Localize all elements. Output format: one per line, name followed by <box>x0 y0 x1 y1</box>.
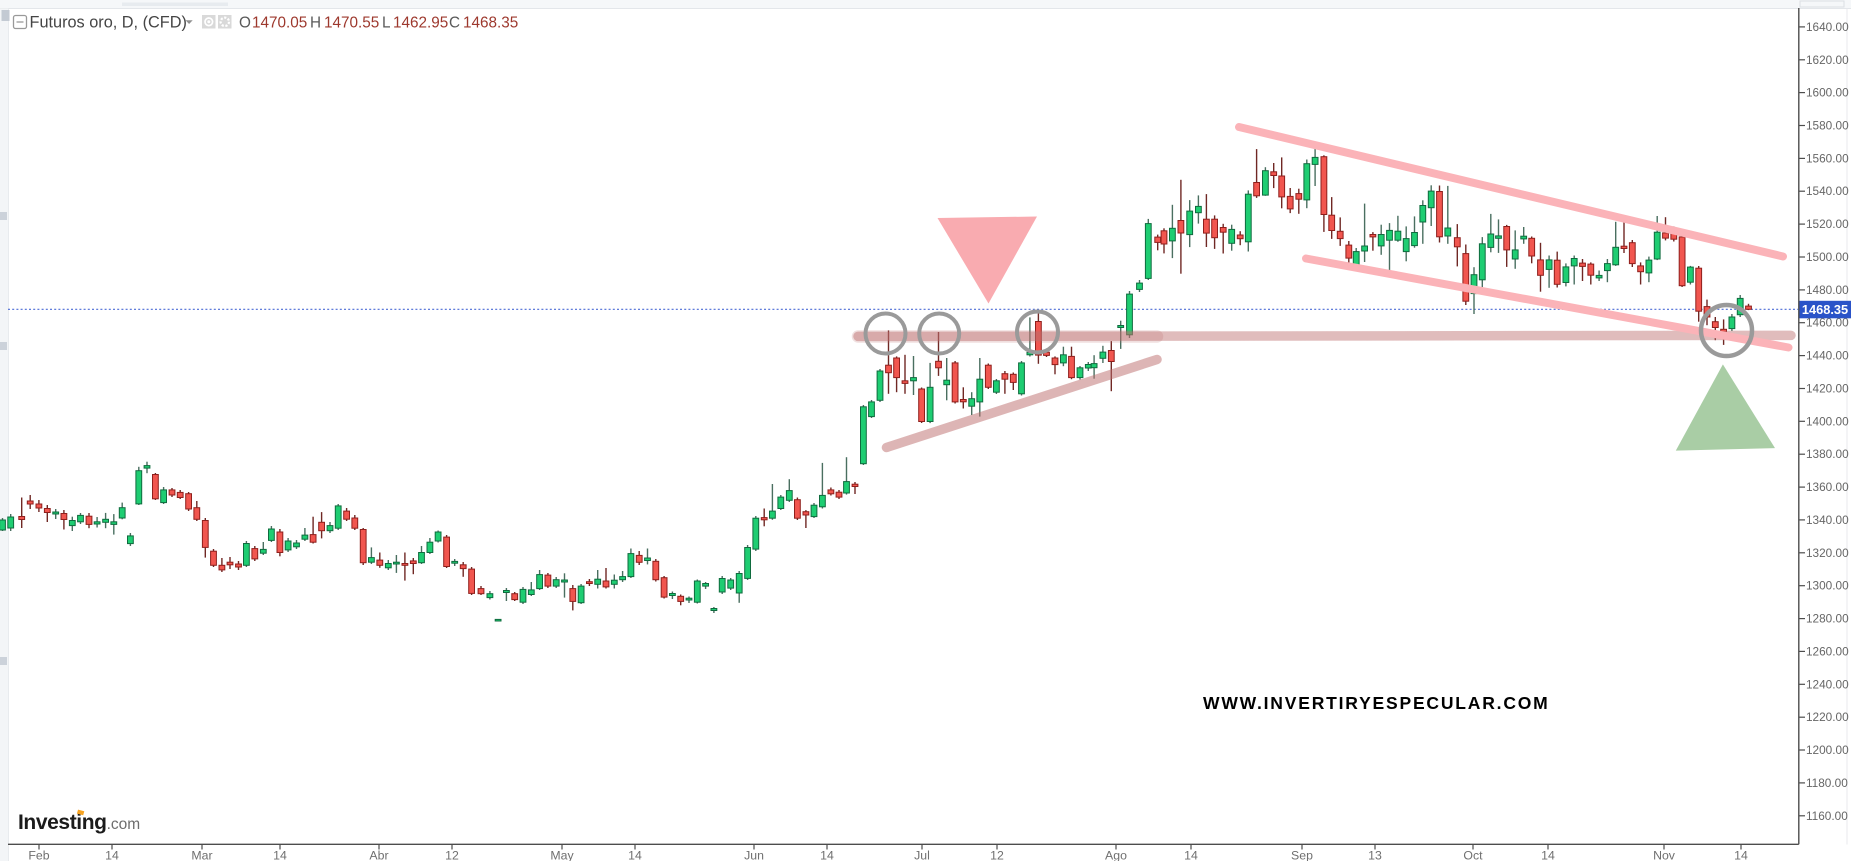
svg-text:14: 14 <box>1184 849 1198 862</box>
svg-text:1340.00: 1340.00 <box>1806 513 1849 527</box>
svg-text:1260.00: 1260.00 <box>1806 644 1849 658</box>
svg-text:1600.00: 1600.00 <box>1806 86 1849 100</box>
svg-text:12: 12 <box>445 849 459 862</box>
svg-text:1560.00: 1560.00 <box>1806 151 1849 165</box>
svg-text:1360.00: 1360.00 <box>1806 480 1849 494</box>
svg-text:1470.55: 1470.55 <box>324 15 379 32</box>
svg-text:14: 14 <box>1734 849 1748 862</box>
svg-text:1180.00: 1180.00 <box>1806 776 1848 790</box>
svg-text:Oct: Oct <box>1463 849 1483 862</box>
svg-text:1468.35: 1468.35 <box>463 15 518 32</box>
svg-text:Jul: Jul <box>914 849 930 862</box>
svg-text:1200.00: 1200.00 <box>1806 743 1849 757</box>
svg-text:1220.00: 1220.00 <box>1806 710 1849 724</box>
svg-text:14: 14 <box>1541 849 1555 862</box>
svg-text:1620.00: 1620.00 <box>1806 53 1849 67</box>
svg-text:Feb: Feb <box>28 849 49 862</box>
svg-text:Ago: Ago <box>1105 849 1127 862</box>
svg-text:WWW.INVERTIRYESPECULAR.COM: WWW.INVERTIRYESPECULAR.COM <box>1203 693 1550 713</box>
svg-text:1462.95: 1462.95 <box>393 15 448 32</box>
svg-text:L: L <box>382 15 391 32</box>
svg-text:1540.00: 1540.00 <box>1806 184 1849 198</box>
svg-text:1400.00: 1400.00 <box>1806 414 1849 428</box>
svg-text:Jun: Jun <box>744 849 764 862</box>
svg-text:1420.00: 1420.00 <box>1806 382 1849 396</box>
svg-text:1300.00: 1300.00 <box>1806 579 1849 593</box>
svg-text:C: C <box>449 15 460 32</box>
svg-text:1640.00: 1640.00 <box>1806 20 1849 34</box>
svg-text:1500.00: 1500.00 <box>1806 250 1849 264</box>
svg-text:1320.00: 1320.00 <box>1806 546 1849 560</box>
svg-text:Abr: Abr <box>369 849 388 862</box>
svg-text:1470.05: 1470.05 <box>252 15 307 32</box>
svg-text:1580.00: 1580.00 <box>1806 119 1849 133</box>
svg-text:1160.00: 1160.00 <box>1806 809 1848 823</box>
svg-text:1440.00: 1440.00 <box>1806 349 1849 363</box>
svg-text:1520.00: 1520.00 <box>1806 217 1849 231</box>
svg-text:1280.00: 1280.00 <box>1806 612 1849 626</box>
svg-text:14: 14 <box>273 849 287 862</box>
svg-text:1240.00: 1240.00 <box>1806 677 1849 691</box>
svg-text:Sep: Sep <box>1291 849 1313 862</box>
svg-text:1380.00: 1380.00 <box>1806 447 1849 461</box>
svg-text:14: 14 <box>820 849 834 862</box>
svg-text:Nov: Nov <box>1653 849 1676 862</box>
svg-text:14: 14 <box>105 849 119 862</box>
svg-text:13: 13 <box>1368 849 1382 862</box>
svg-text:Futuros oro, D, (CFD): Futuros oro, D, (CFD) <box>30 14 187 32</box>
svg-text:May: May <box>550 849 574 862</box>
svg-text:Mar: Mar <box>191 849 212 862</box>
svg-text:H: H <box>310 15 321 32</box>
svg-text:14: 14 <box>628 849 642 862</box>
svg-text:1468.35: 1468.35 <box>1802 302 1848 317</box>
svg-text:1480.00: 1480.00 <box>1806 283 1849 297</box>
svg-text:12: 12 <box>990 849 1004 862</box>
svg-text:O: O <box>239 15 251 32</box>
